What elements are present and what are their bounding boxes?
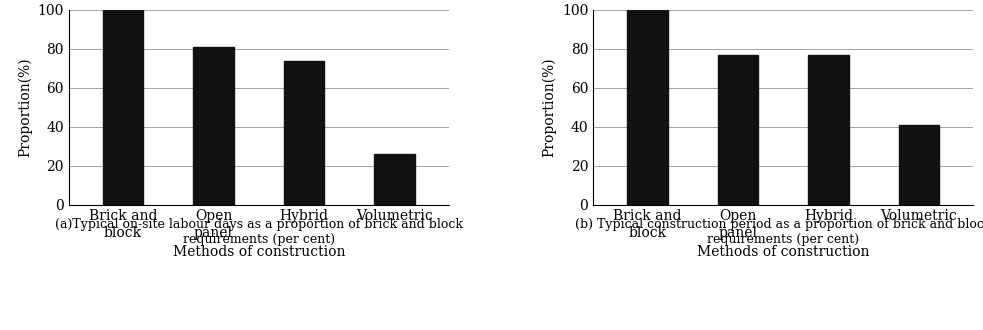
X-axis label: Methods of construction: Methods of construction: [697, 245, 869, 259]
X-axis label: Methods of construction: Methods of construction: [173, 245, 345, 259]
Bar: [898, 125, 939, 205]
Bar: [718, 55, 758, 205]
Bar: [194, 47, 234, 205]
Bar: [103, 10, 144, 205]
Text: (a)Typical on-site labour days as a proportion of brick and block
requirements (: (a)Typical on-site labour days as a prop…: [55, 218, 463, 246]
Bar: [284, 60, 324, 205]
Bar: [808, 55, 848, 205]
Text: (b) Typical construction period as a proportion of brick and block
requirements : (b) Typical construction period as a pro…: [575, 218, 983, 246]
Y-axis label: Proportion(%): Proportion(%): [18, 57, 32, 157]
Y-axis label: Proportion(%): Proportion(%): [542, 57, 556, 157]
Bar: [627, 10, 667, 205]
Bar: [375, 154, 415, 205]
